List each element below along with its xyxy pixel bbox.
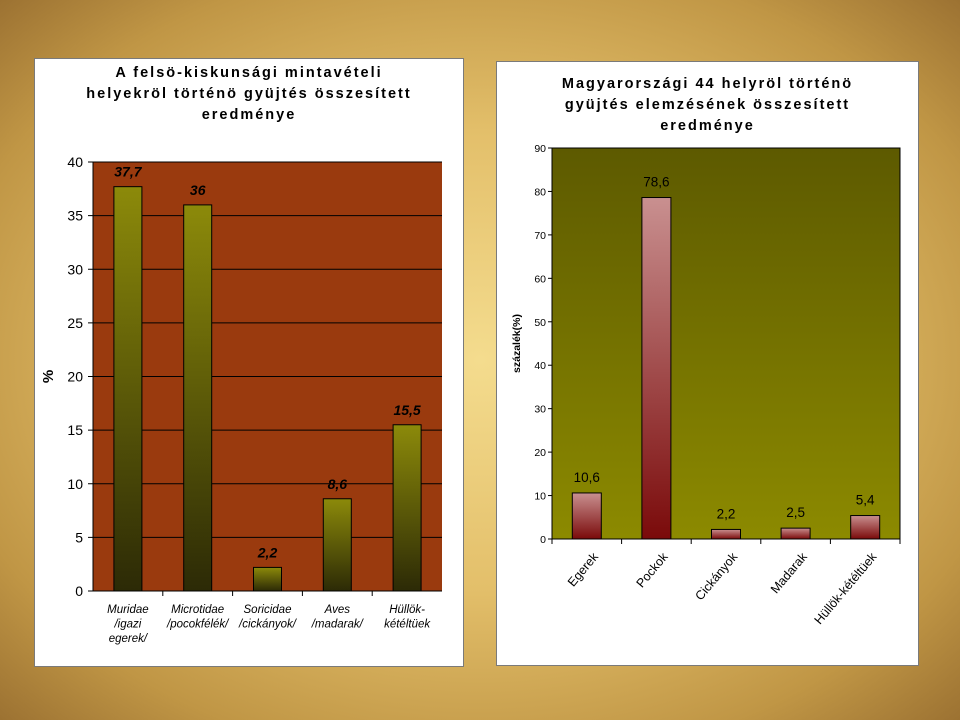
chart-title: A felsö-kiskunsági mintavételi helyekröl… (86, 65, 412, 123)
x-tick-label: Cickányok (693, 549, 741, 603)
x-tick-label: Aves/madarak/ (311, 604, 365, 631)
y-tick-label: 70 (534, 230, 546, 242)
data-label: 36 (190, 182, 206, 198)
bar (183, 204, 213, 592)
y-tick-label: 35 (67, 208, 83, 224)
y-tick-label: 80 (534, 186, 546, 198)
data-label: 2,2 (717, 506, 736, 521)
y-tick-label: 20 (534, 447, 546, 459)
data-label: 15,5 (393, 402, 420, 418)
plot-area (551, 147, 901, 540)
x-tick-label: Hüllök-kétéltüek (384, 604, 431, 631)
chart-panel-right: Magyarországi 44 helyröl történö gyüjtés… (496, 61, 919, 666)
bar (780, 527, 811, 540)
y-tick-label: 40 (67, 154, 83, 170)
chart-svg-right: 0 10 20 30 40 50 60 70 80 90 10,6 Egerek 78,6 Pockok 2… (511, 143, 901, 627)
bar (253, 566, 282, 592)
bar (850, 515, 881, 540)
bar (113, 186, 143, 592)
x-tick-label: Hüllök-kétéltüek (812, 549, 880, 627)
y-tick-label: 50 (534, 317, 546, 329)
y-tick-label: 0 (540, 534, 546, 546)
y-axis-title: százalék(%) (511, 314, 523, 373)
data-label: 37,7 (114, 164, 142, 180)
y-tick-label: 10 (534, 491, 546, 503)
x-tick-label: Egerek (565, 549, 602, 589)
bar (392, 424, 422, 592)
x-tick-label: Muridae/igazi egerek/ (107, 604, 149, 645)
y-tick-label: 15 (67, 422, 83, 438)
x-tick-label: Microtidae/pocokfélék/ (166, 604, 230, 631)
y-axis-title: % (40, 370, 57, 383)
data-label: 78,6 (643, 175, 669, 190)
x-tick-label: Soricidae/cickányok/ (238, 604, 298, 631)
y-tick-label: 0 (75, 583, 83, 599)
y-tick-label: 40 (534, 360, 546, 372)
bar (571, 492, 602, 540)
chart-panel-left: A felsö-kiskunsági mintavételi helyekröl… (34, 58, 464, 667)
bar (322, 498, 352, 592)
data-label: 5,4 (856, 493, 875, 508)
y-tick-label: 90 (534, 143, 546, 155)
data-label: 10,6 (574, 470, 600, 485)
chart-svg-left: 0 5 10 15 20 25 30 35 40 37,7 Muridae/igazi egerek/… (40, 154, 442, 645)
x-tick-label: Pockok (634, 549, 672, 590)
y-tick-label: 60 (534, 273, 546, 285)
data-label: 2,2 (257, 544, 278, 560)
y-tick-label: 20 (67, 369, 83, 385)
y-tick-label: 5 (75, 529, 83, 545)
bar (641, 197, 672, 540)
data-label: 2,5 (786, 505, 805, 520)
x-tick-label: Madarak (768, 549, 810, 596)
y-tick-label: 25 (67, 315, 83, 331)
data-label: 8,6 (328, 476, 348, 492)
bar (711, 528, 741, 540)
y-tick-label: 10 (67, 476, 83, 492)
y-tick-label: 30 (534, 404, 546, 416)
chart-title: Magyarországi 44 helyröl történö gyüjtés… (561, 76, 854, 134)
y-tick-label: 30 (67, 261, 83, 277)
